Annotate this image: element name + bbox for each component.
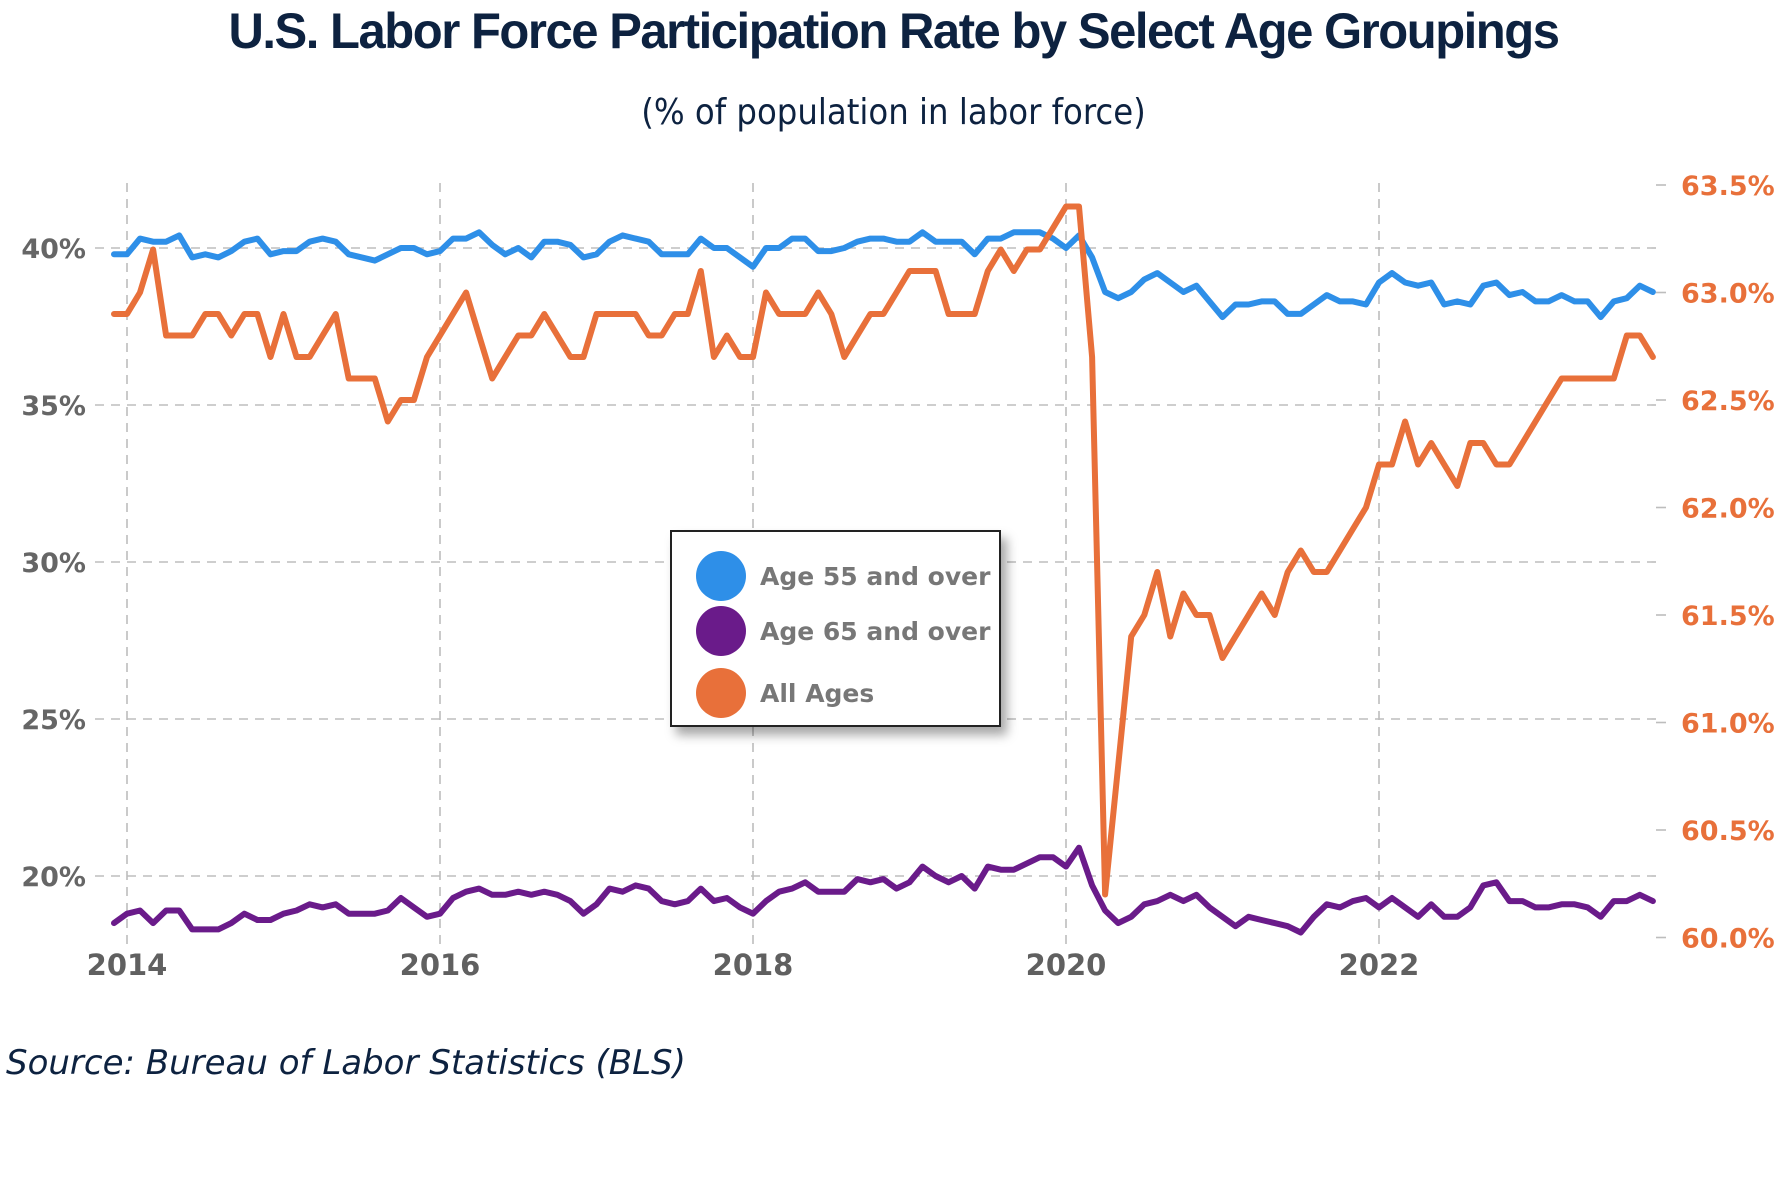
x-axis-ticks: 2014 2016 2018 2020 2022	[87, 948, 1420, 982]
legend-swatch-circle-icon	[696, 551, 746, 601]
series-line-age-65-and-over	[111, 844, 1656, 936]
right-tick-label: 60.0%	[1681, 924, 1775, 955]
right-axis-ticks: 60.0% 60.5% 61.0% 61.5% 62.0% 62.5% 63.0% 63.5%	[1656, 171, 1775, 955]
right-tick-label: 61.0%	[1681, 709, 1775, 740]
chart-title: U.S. Labor Force Participation Rate by S…	[228, 3, 1559, 59]
left-tick-label: 20%	[21, 862, 86, 893]
left-tick-label: 30%	[21, 548, 86, 579]
left-tick-label: 25%	[21, 705, 86, 736]
legend-item-age-65-over: Age 65 and over	[696, 605, 990, 657]
right-tick-label: 62.5%	[1681, 386, 1775, 417]
x-tick-label: 2018	[713, 948, 794, 982]
chart-legend: Age 55 and over Age 65 and over All Ages	[670, 530, 1001, 727]
left-tick-label: 35%	[21, 391, 86, 422]
legend-label: Age 65 and over	[760, 616, 991, 646]
legend-item-age-55-over: Age 55 and over	[696, 550, 990, 602]
right-tick-label: 63.5%	[1681, 171, 1775, 202]
right-tick-label: 61.5%	[1681, 601, 1775, 632]
right-tick-label: 62.0%	[1681, 494, 1775, 525]
legend-label: All Ages	[760, 678, 875, 708]
right-tick-label: 60.5%	[1681, 816, 1775, 847]
chart-subtitle: (% of population in labor force)	[641, 92, 1146, 133]
legend-label: Age 55 and over	[760, 561, 991, 591]
source-note: Source: Bureau of Labor Statistics (BLS)	[6, 1043, 686, 1083]
left-tick-label: 40%	[21, 234, 86, 265]
legend-swatch-circle-icon	[696, 668, 746, 718]
horizontal-gridlines	[95, 247, 1660, 877]
x-tick-label: 2016	[400, 948, 481, 982]
x-tick-label: 2022	[1339, 948, 1420, 982]
series-line-age-55-and-over	[111, 229, 1656, 321]
right-tick-label: 63.0%	[1681, 279, 1775, 310]
x-tick-label: 2020	[1026, 948, 1107, 982]
left-axis-ticks: 20% 25% 30% 35% 40%	[21, 234, 86, 893]
legend-swatch-circle-icon	[696, 606, 746, 656]
series-line-all-ages	[111, 203, 1656, 898]
series-lines	[111, 203, 1656, 936]
legend-item-all-ages: All Ages	[696, 667, 874, 719]
x-tick-label: 2014	[87, 948, 168, 982]
